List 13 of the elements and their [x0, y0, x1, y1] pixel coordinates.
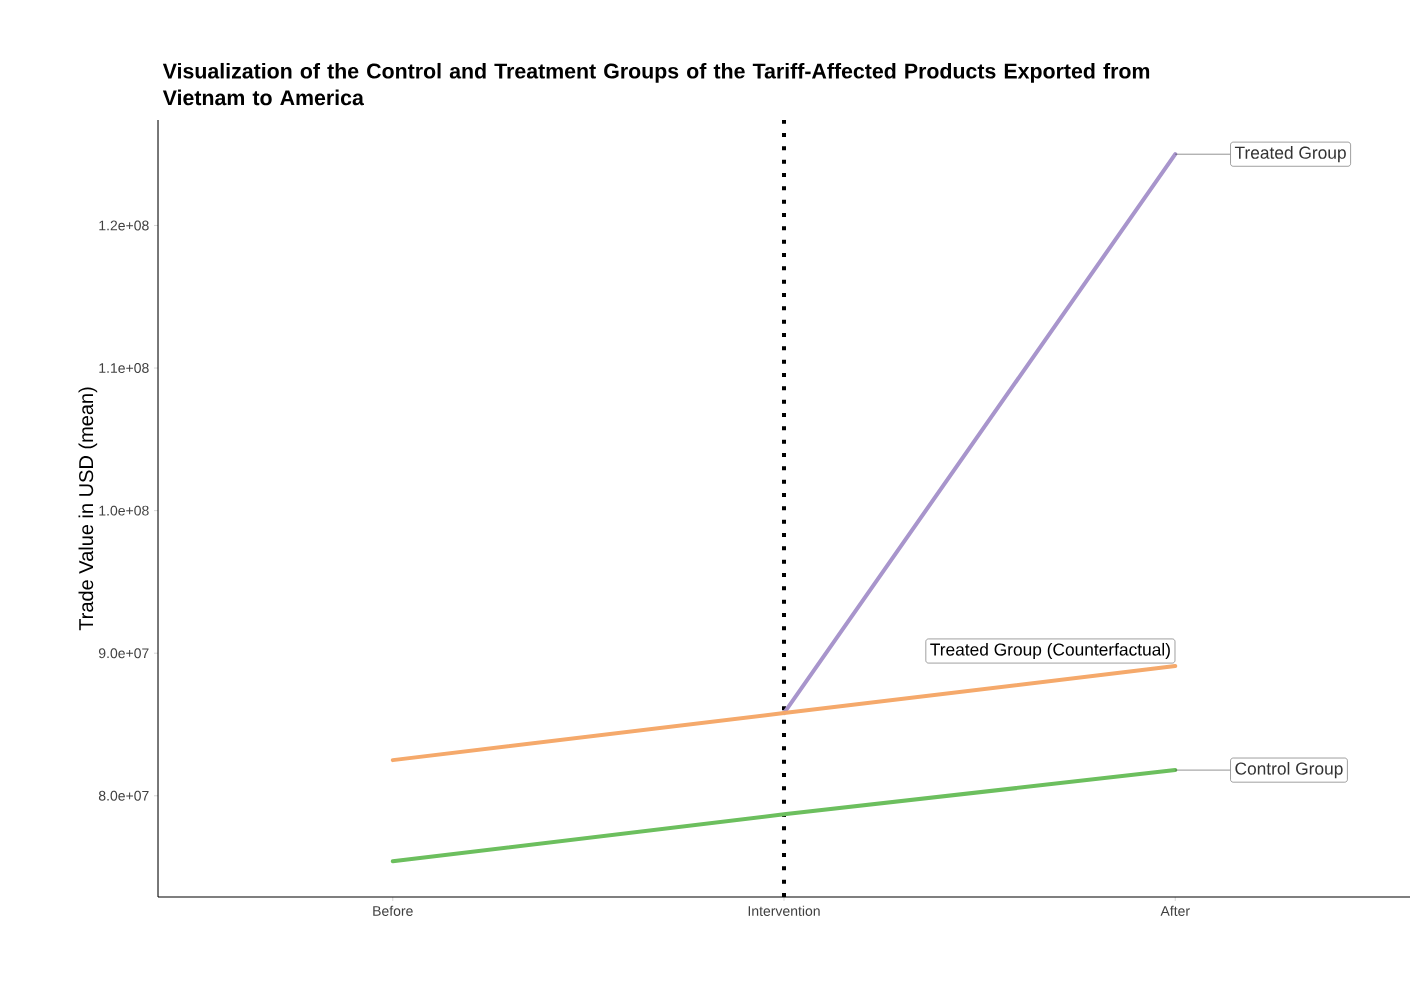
series-label: Treated Group (Counterfactual) [930, 642, 1170, 660]
text: Control Group [1235, 762, 1343, 779]
chart-title: Visualization of the Control and Treatment Groups of the Tariff-Affected Products Exported from Vietnam to America [162, 62, 1150, 106]
y-tick-label: 8.0e+07 [98, 790, 149, 801]
y-tick-label: 1.0e+08 [99, 505, 149, 516]
y-tick-label: 1.1e+08 [99, 363, 149, 374]
y-tick-label: 9.0e+07 [98, 648, 149, 659]
text: Treated Group [1234, 146, 1346, 163]
y-tick-label: 1.2e+08 [99, 220, 149, 231]
x-tick-label: After [1160, 905, 1190, 916]
x-tick-label: Before [373, 905, 413, 916]
x-tick-label: Intervention [748, 905, 820, 916]
y-axis-title: Trade Value in USD (mean) [78, 387, 98, 631]
